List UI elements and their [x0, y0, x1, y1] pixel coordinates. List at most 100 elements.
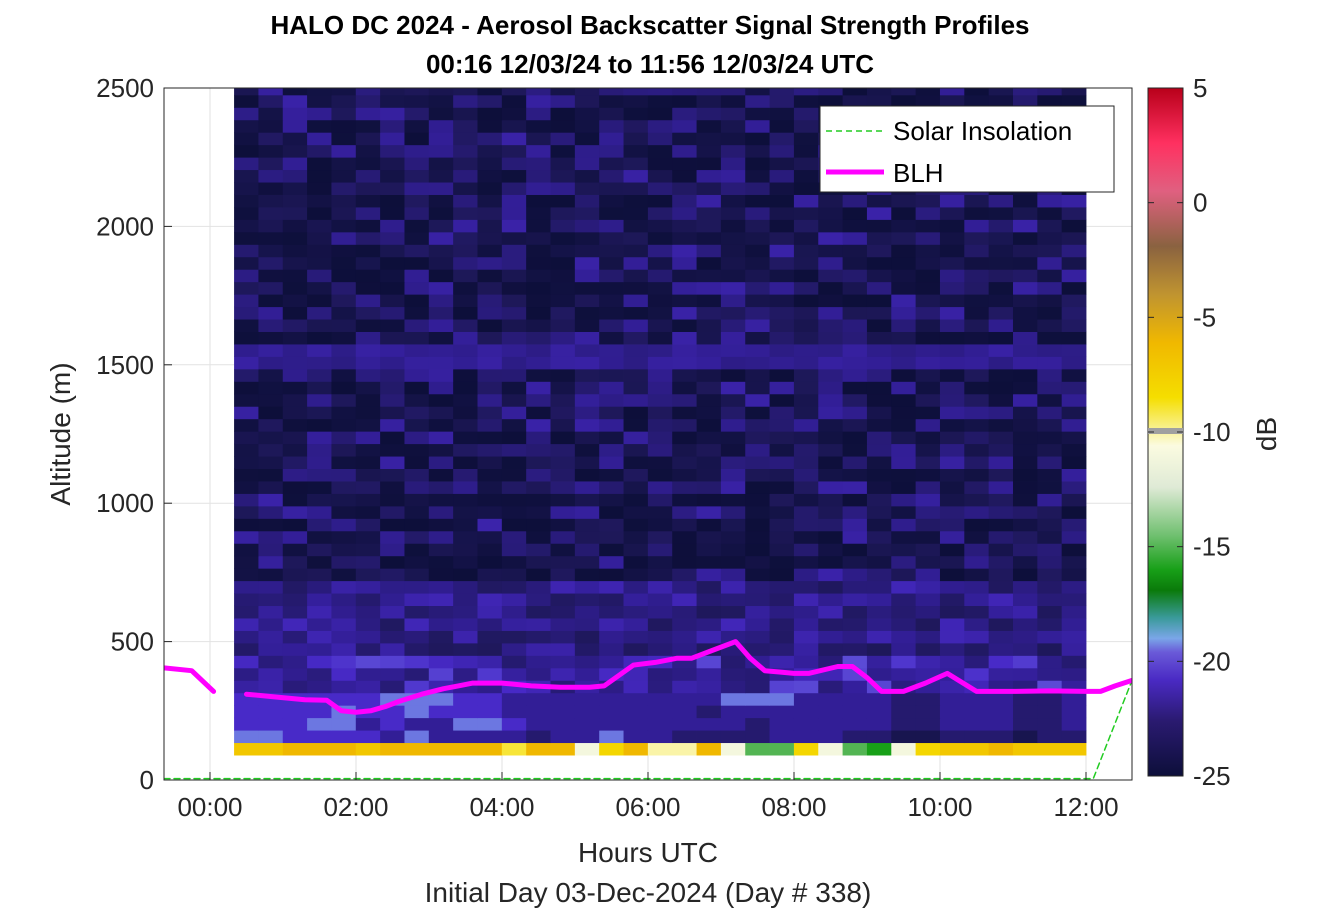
heatmap-cell [282, 618, 308, 631]
heatmap-cell [234, 543, 259, 557]
heatmap-cell [599, 256, 624, 270]
heatmap-cell [939, 505, 965, 519]
heatmap-cell [550, 144, 576, 158]
heatmap-cell [404, 182, 430, 195]
heatmap-cell [964, 269, 990, 283]
heatmap-cell [769, 692, 795, 706]
heatmap-cell [745, 456, 770, 469]
heatmap-cell [1061, 518, 1087, 532]
heatmap-cell [696, 630, 722, 644]
heatmap-cell [404, 381, 430, 395]
heatmap-cell [258, 381, 284, 395]
heatmap-cell [720, 505, 746, 519]
heatmap-cell [1061, 705, 1087, 719]
heatmap-cell [574, 530, 600, 544]
heatmap-cell [818, 568, 843, 582]
heatmap-cell [428, 605, 454, 619]
heatmap-cell [526, 194, 551, 208]
heatmap-cell [453, 431, 478, 445]
heatmap-cell [866, 667, 892, 681]
heatmap-cell [696, 256, 722, 270]
heatmap-cell [818, 493, 843, 507]
heatmap-cell [745, 705, 770, 719]
heatmap-cell [1012, 481, 1038, 494]
heatmap-cell [939, 555, 965, 569]
heatmap-cell [599, 630, 624, 644]
heatmap-cell [380, 194, 405, 208]
heatmap-cell [307, 717, 332, 731]
heatmap-cell [915, 481, 941, 494]
heatmap-cell [720, 331, 746, 345]
heatmap-cell [818, 269, 843, 283]
heatmap-cell [380, 107, 405, 121]
heatmap-cell [526, 692, 551, 706]
heatmap-cell [866, 294, 892, 308]
heatmap-cell [331, 493, 357, 507]
heatmap-cell [988, 306, 1014, 320]
heatmap-cell [623, 356, 649, 370]
heatmap-cell [282, 194, 308, 208]
heatmap-cell [745, 393, 770, 407]
heatmap-cell [234, 169, 259, 183]
heatmap-cell [599, 231, 624, 245]
heatmap-cell [793, 705, 819, 719]
heatmap-cell [915, 356, 941, 370]
heatmap-cell [793, 244, 819, 258]
heatmap-cell [477, 406, 503, 420]
heatmap-cell [331, 393, 357, 407]
heatmap-cell [769, 518, 795, 532]
heatmap-cell [769, 730, 795, 744]
heatmap-cell [672, 705, 697, 719]
heatmap-cell [866, 319, 892, 332]
heatmap-cell [793, 344, 819, 357]
heatmap-cell [818, 393, 843, 407]
heatmap-cell [696, 219, 722, 233]
heatmap-cell [526, 630, 551, 644]
heatmap-cell [939, 493, 965, 507]
heatmap-cell [307, 393, 332, 407]
heatmap-cell [574, 144, 600, 158]
heatmap-cell [672, 518, 697, 532]
heatmap-cell [720, 157, 746, 171]
heatmap-cell [672, 344, 697, 357]
heatmap-cell [623, 256, 649, 270]
heatmap-cell [647, 319, 673, 332]
heatmap-cell [720, 705, 746, 719]
heatmap-cell [623, 368, 649, 382]
heatmap-cell [769, 306, 795, 320]
heatmap-cell [696, 605, 722, 619]
heatmap-cell [453, 530, 478, 544]
heatmap-cell [599, 543, 624, 557]
heatmap-cell [988, 568, 1014, 582]
heatmap-cell [258, 468, 284, 482]
heatmap-cell [696, 231, 722, 245]
heatmap-cell [453, 481, 478, 494]
heatmap-cell [307, 344, 332, 357]
heatmap-cell [380, 144, 405, 158]
heatmap-cell [769, 481, 795, 494]
heatmap-cell [842, 194, 868, 208]
heatmap-cell [964, 244, 990, 258]
heatmap-cell [623, 157, 649, 171]
heatmap-cell [477, 132, 503, 146]
heatmap-cell [355, 182, 381, 195]
heatmap-cell [1061, 356, 1087, 370]
heatmap-cell [307, 244, 332, 258]
heatmap-cell [672, 493, 697, 507]
heatmap-cell [1012, 667, 1038, 681]
heatmap-cell [623, 705, 649, 719]
heatmap-cell [647, 381, 673, 395]
heatmap-cell [915, 692, 941, 706]
heatmap-cell [988, 431, 1014, 445]
heatmap-cell [891, 705, 917, 719]
heatmap-cell [647, 518, 673, 532]
heatmap-cell [550, 207, 576, 220]
heatmap-cell [234, 231, 259, 245]
heatmap-cell [793, 319, 819, 332]
heatmap-cell [477, 256, 503, 270]
heatmap-cell [891, 381, 917, 395]
heatmap-cell [647, 119, 673, 133]
heatmap-cell [964, 393, 990, 407]
heatmap-cell [1037, 94, 1063, 108]
heatmap-cell [1037, 418, 1063, 432]
